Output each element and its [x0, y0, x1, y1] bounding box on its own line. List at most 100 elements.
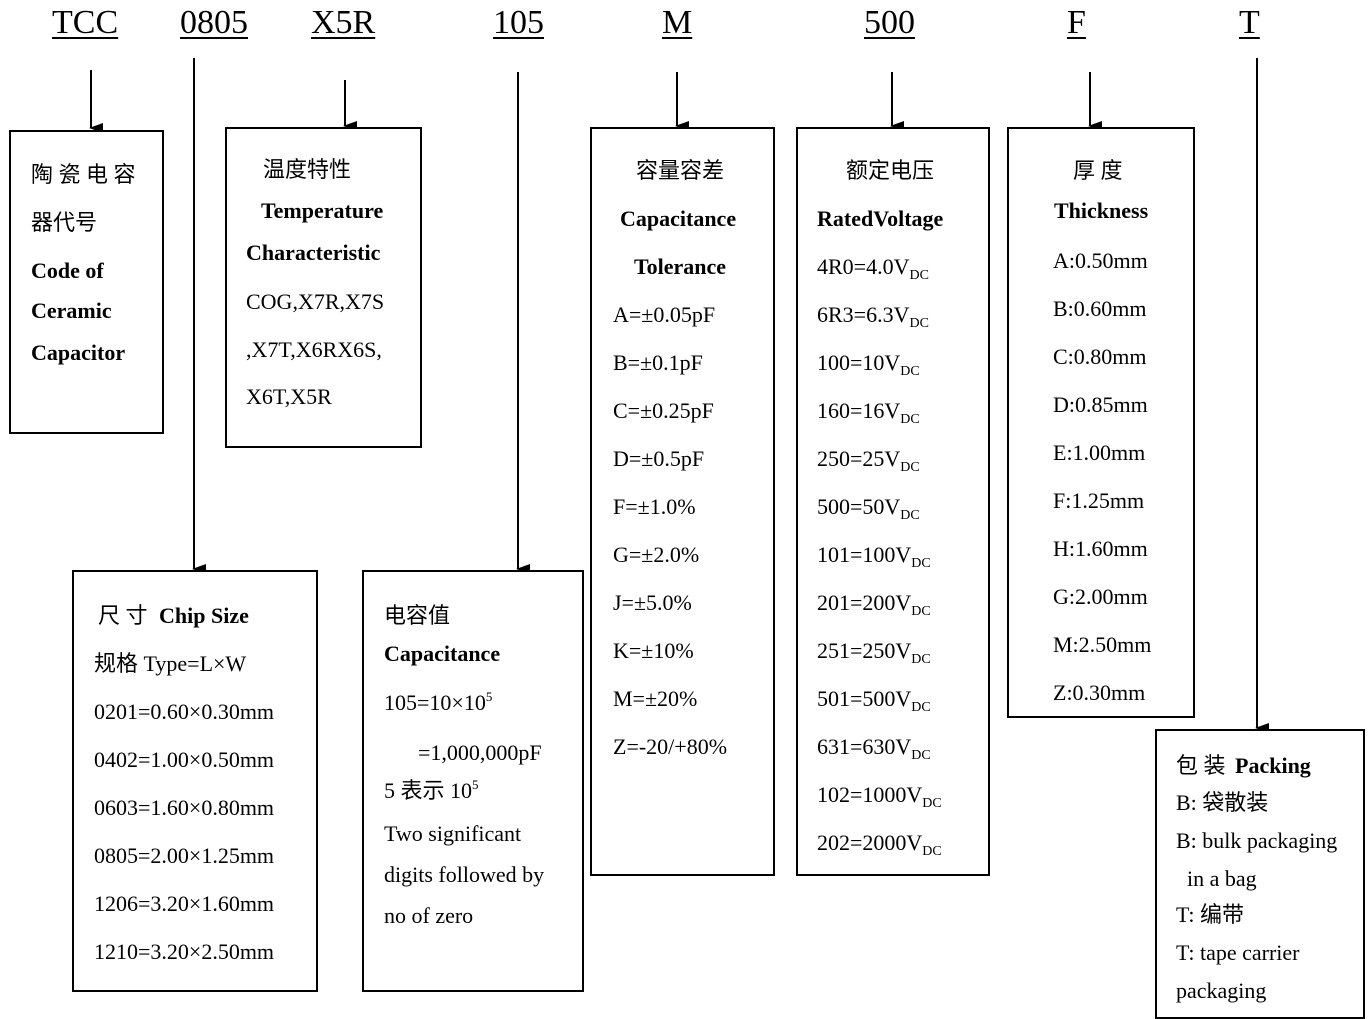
code-capacitance: 105 [493, 4, 544, 41]
tolerance-item: D=±0.5pF [613, 446, 705, 471]
voltage-item-unit: DC [911, 700, 931, 715]
code-series: TCC [52, 4, 119, 41]
chip-size-item: 0603=1.60×0.80mm [94, 795, 275, 820]
voltage-en: RatedVoltage [817, 206, 944, 231]
voltage-item-unit: DC [900, 412, 920, 427]
code-size: 0805 [180, 4, 248, 41]
packing-line: T: tape carrier [1176, 940, 1300, 965]
capacitance-note: 5 表示 105 [384, 778, 479, 803]
box-capacitance: 电容值 Capacitance 105=10×105 =1,000,000pF … [362, 570, 584, 992]
voltage-item-unit: DC [911, 748, 931, 763]
thickness-item: M:2.50mm [1053, 632, 1152, 657]
packing-line: B: 袋散装 [1176, 790, 1269, 815]
tolerance-item: B=±0.1pF [613, 350, 703, 375]
box-tolerance: 容量容差 Capacitance Tolerance A=±0.05pF B=±… [590, 127, 775, 876]
capacitance-en: Capacitance [384, 641, 501, 666]
tolerance-zh: 容量容差 [636, 158, 725, 183]
capacitance-desc: no of zero [384, 903, 474, 928]
packing-line: packaging [1176, 978, 1267, 1003]
capacitance-formula-base: 105=10×10 [384, 690, 486, 715]
tolerance-item: A=±0.05pF [613, 302, 716, 327]
voltage-item-value: 100=10V [817, 350, 901, 375]
temperature-value: X6T,X5R [246, 384, 332, 409]
thickness-item: C:0.80mm [1053, 344, 1147, 369]
voltage-item: 501=500VDC [817, 688, 931, 715]
code-temperature: X5R [311, 4, 376, 41]
thickness-item: D:0.85mm [1053, 392, 1148, 417]
voltage-item: 201=200VDC [817, 590, 931, 619]
thickness-item: E:1.00mm [1053, 440, 1146, 465]
voltage-item-unit: DC [922, 796, 942, 811]
packing-line: in a bag [1176, 866, 1257, 891]
box-thickness: 厚 度 Thickness A:0.50mm B:0.60mm C:0.80mm… [1007, 127, 1195, 718]
packing-zh-title: 包 装 [1176, 753, 1226, 778]
capacitance-formula-result: =1,000,000pF [418, 740, 542, 765]
voltage-item-value: 202=2000V [817, 830, 923, 855]
tolerance-item: C=±0.25pF [613, 398, 714, 423]
thickness-zh: 厚 度 [1073, 158, 1123, 183]
voltage-item-value: 102=1000V [817, 782, 923, 807]
voltage-item-unit: DC [911, 604, 931, 619]
temperature-en-line1: Temperature [261, 198, 384, 223]
voltage-item-value: 6R3=6.3V [817, 302, 910, 327]
capacitance-desc: digits followed by [384, 862, 545, 887]
box-ceramic-code: 陶 瓷 电 容 器代号 Code of Ceramic Capacitor [9, 130, 164, 434]
voltage-item-unit: DC [909, 316, 929, 331]
code-voltage: 500 [864, 4, 915, 41]
capacitance-zh: 电容值 [384, 603, 451, 628]
ceramic-en-line: Code of [31, 258, 104, 283]
temperature-zh: 温度特性 [263, 157, 352, 182]
chip-size-item: 0402=1.00×0.50mm [94, 747, 275, 772]
voltage-item: 102=1000VDC [817, 782, 942, 811]
voltage-item: 4R0=4.0VDC [817, 254, 929, 283]
packing-line: B: bulk packaging [1176, 828, 1338, 853]
ceramic-en-line: Ceramic [31, 298, 112, 323]
capacitance-formula: 105=10×105 [384, 690, 492, 715]
tolerance-item: M=±20% [613, 686, 698, 711]
voltage-item-value: 500=50V [817, 494, 901, 519]
tolerance-en-line2: Tolerance [634, 254, 727, 279]
chip-size-item: 1206=3.20×1.60mm [94, 891, 275, 916]
voltage-item: 250=25VDC [817, 448, 920, 475]
tolerance-en-line1: Capacitance [620, 206, 737, 231]
packing-line: T: 编带 [1176, 902, 1244, 927]
box-rated-voltage: 额定电压 RatedVoltage 4R0=4.0VDC 6R3=6.3VDC … [796, 127, 990, 876]
temperature-value: COG,X7R,X7S [246, 289, 385, 314]
code-thickness: F [1067, 4, 1086, 41]
voltage-item-unit: DC [900, 460, 920, 475]
chip-size-item: 0805=2.00×1.25mm [94, 843, 275, 868]
voltage-item-value: 201=200V [817, 590, 912, 615]
chip-size-title: 尺 寸 Chip Size [98, 605, 249, 627]
voltage-item: 6R3=6.3VDC [817, 302, 929, 331]
voltage-item: 100=10VDC [817, 350, 920, 379]
thickness-item: A:0.50mm [1053, 248, 1148, 273]
voltage-item-value: 4R0=4.0V [817, 254, 910, 279]
chip-size-zh-title: 尺 寸 [98, 603, 148, 628]
capacitance-note-base: 5 表示 10 [384, 778, 473, 803]
thickness-item: G:2.00mm [1053, 584, 1148, 609]
chip-size-type-line: 规格 Type=L×W [94, 651, 247, 676]
voltage-item-unit: DC [900, 508, 920, 523]
ceramic-zh-line1: 陶 瓷 电 容 [31, 162, 136, 187]
packing-title: 包 装 Packing [1176, 755, 1311, 777]
thickness-item: F:1.25mm [1053, 488, 1145, 513]
voltage-item-unit: DC [911, 652, 931, 667]
temperature-en-line2: Characteristic [246, 240, 381, 265]
voltage-item: 101=100VDC [817, 542, 931, 571]
tolerance-item: G=±2.0% [613, 542, 700, 567]
voltage-item: 631=630VDC [817, 734, 931, 763]
voltage-item: 202=2000VDC [817, 830, 942, 859]
voltage-item: 251=250VDC [817, 638, 931, 667]
voltage-zh: 额定电压 [846, 158, 935, 183]
voltage-item-unit: DC [900, 364, 920, 379]
voltage-item: 160=16VDC [817, 400, 920, 427]
capacitance-desc: Two significant [384, 821, 522, 846]
voltage-item-value: 631=630V [817, 734, 912, 759]
chip-size-en-title: Chip Size [159, 603, 249, 628]
voltage-item-unit: DC [922, 844, 942, 859]
voltage-item-value: 251=250V [817, 638, 912, 663]
code-packing: T [1239, 4, 1260, 41]
voltage-item-value: 101=100V [817, 542, 912, 567]
